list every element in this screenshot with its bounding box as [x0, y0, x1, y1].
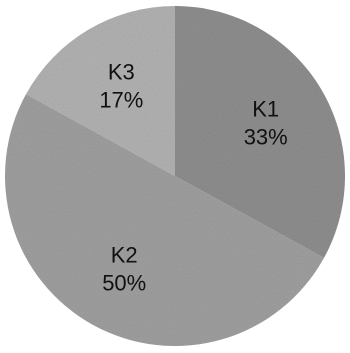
slice-category-label: K2 [111, 242, 138, 267]
slice-percent-label: 50% [102, 270, 146, 295]
slice-category-label: K1 [252, 96, 279, 121]
slice-category-label: K3 [108, 59, 135, 84]
pie-slice-k2 [4, 94, 324, 347]
pie-slices [4, 6, 345, 347]
pie-slice-k1 [175, 6, 345, 258]
slice-percent-label: 33% [244, 124, 288, 149]
slice-percent-label: 17% [99, 87, 143, 112]
pie-labels: K1 33% K2 50% K3 17% [99, 59, 287, 295]
pie-slice-k3 [26, 6, 176, 176]
